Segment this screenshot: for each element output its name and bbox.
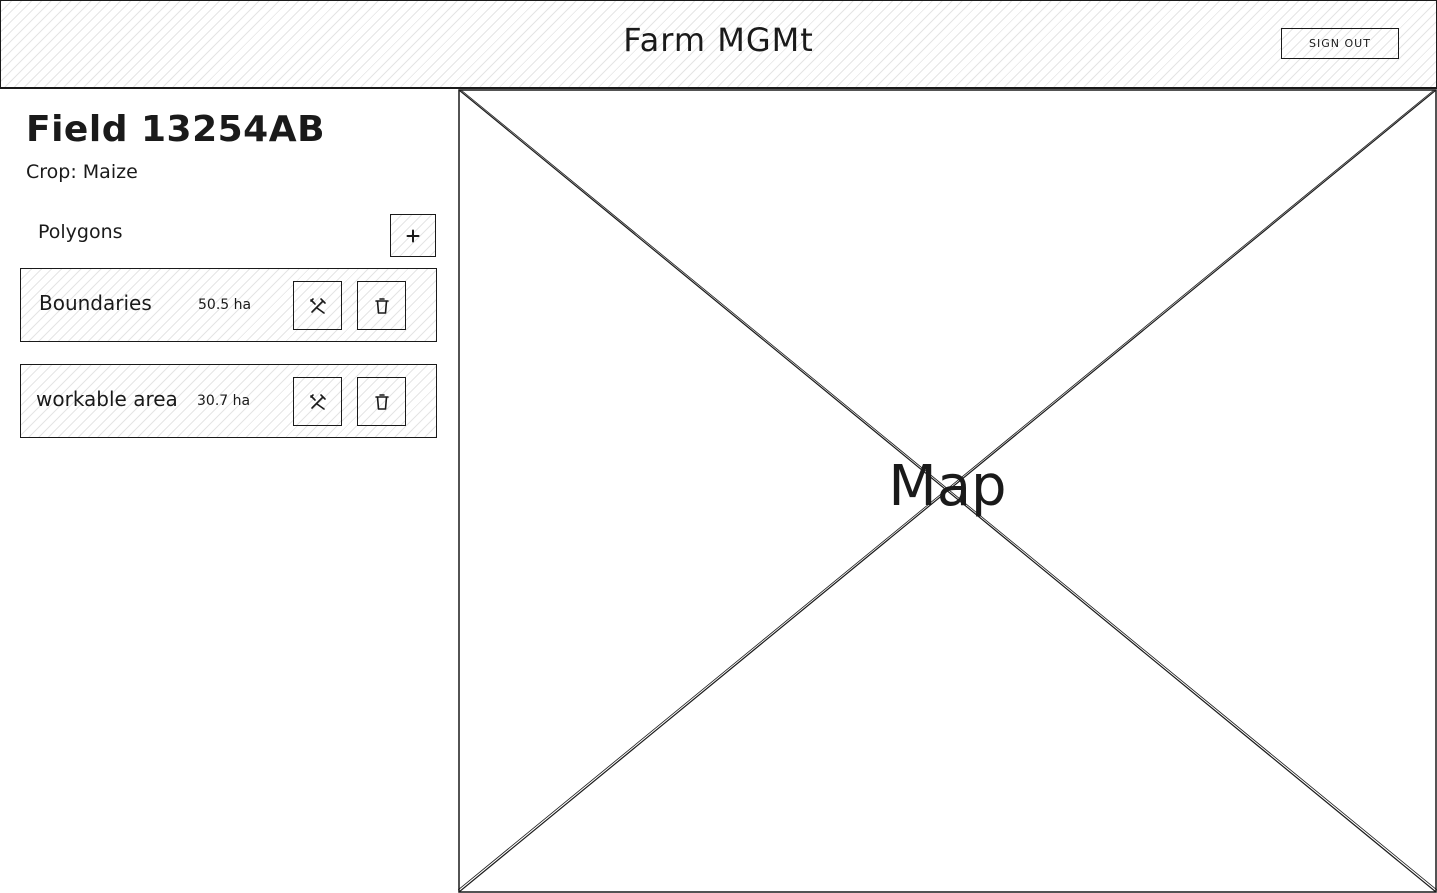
polygon-name: workable area	[36, 387, 178, 411]
app-title: Farm MGMt	[623, 21, 814, 59]
add-polygon-button[interactable]	[390, 214, 436, 257]
map-panel[interactable]: Map	[458, 89, 1437, 893]
crop-label: Crop: Maize	[26, 161, 138, 183]
plus-icon	[406, 229, 420, 242]
map-placeholder	[458, 89, 1437, 893]
edit-polygon-button[interactable]	[293, 281, 342, 330]
polygon-area: 30.7 ha	[197, 393, 251, 409]
trash-icon	[374, 297, 389, 314]
sidebar: Field 13254AB Crop: Maize Polygons Bound…	[0, 89, 458, 893]
delete-polygon-button[interactable]	[357, 281, 406, 330]
polygon-row-workable-area: workable area 30.7 ha	[20, 364, 437, 438]
polygon-name: Boundaries	[39, 291, 152, 315]
edit-tools-icon	[309, 393, 326, 410]
edit-polygon-button[interactable]	[293, 377, 342, 426]
polygon-row-boundaries: Boundaries 50.5 ha	[20, 268, 437, 342]
polygon-area: 50.5 ha	[198, 297, 252, 313]
edit-tools-icon	[309, 297, 326, 314]
sign-out-button[interactable]: SIGN OUT	[1281, 28, 1399, 59]
polygons-heading: Polygons	[38, 221, 123, 243]
map-label: Map	[888, 454, 1007, 519]
delete-polygon-button[interactable]	[357, 377, 406, 426]
app-header: Farm MGMt SIGN OUT	[0, 0, 1437, 89]
trash-icon	[374, 393, 389, 410]
field-title: Field 13254AB	[26, 109, 326, 150]
